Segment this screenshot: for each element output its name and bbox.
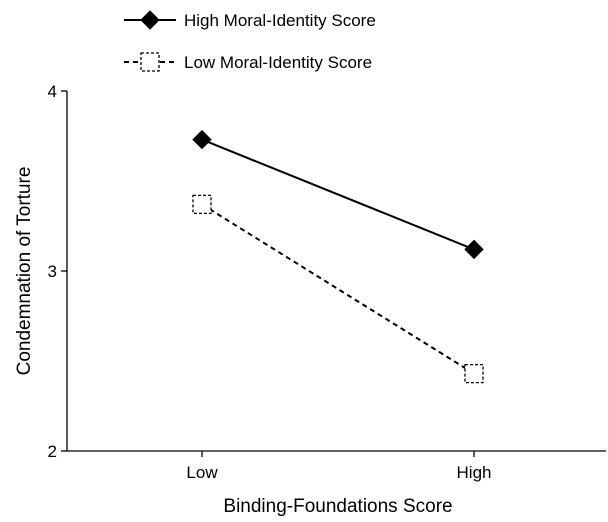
axes — [66, 91, 606, 452]
legend-marker-0 — [140, 10, 160, 30]
series-1-point-1 — [464, 363, 484, 384]
y-tick-label-0: 2 — [48, 442, 57, 461]
legend-label-1: Low Moral-Identity Score — [184, 53, 372, 72]
y-tick-label-1: 3 — [48, 262, 57, 281]
legend-label-0: High Moral-Identity Score — [184, 11, 376, 30]
series-0-point-1 — [464, 239, 484, 260]
y-axis-label: Condemnation of Torture — [14, 167, 35, 376]
series-0-point-0 — [192, 129, 212, 150]
x-tick-label-high: High — [457, 463, 492, 482]
x-ticks: Low High — [186, 451, 491, 482]
series-line-1 — [201, 203, 475, 375]
y-ticks: 2 3 4 — [48, 82, 67, 461]
x-tick-label-low: Low — [186, 463, 218, 482]
series-line-0 — [201, 138, 475, 251]
x-axis-label: Binding-Foundations Score — [223, 496, 452, 517]
legend: High Moral-Identity Score Low Moral-Ident… — [124, 10, 376, 72]
series-group — [192, 129, 484, 384]
y-tick-label-2: 4 — [48, 82, 57, 101]
series-1-point-0 — [192, 194, 212, 215]
legend-marker-1 — [140, 52, 160, 72]
